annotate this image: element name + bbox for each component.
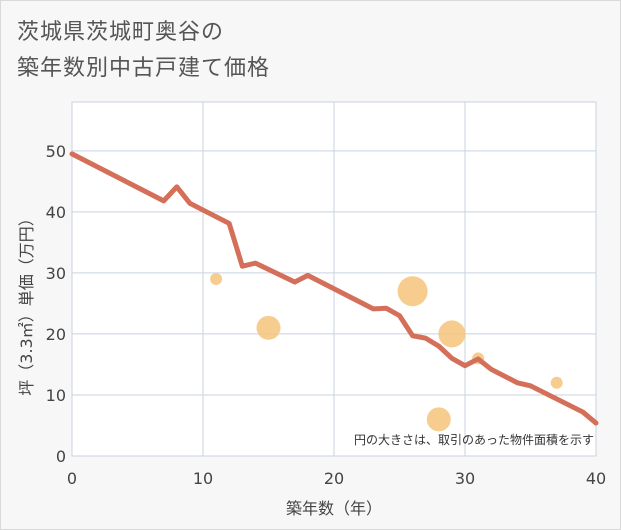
bubble-3 (438, 320, 466, 348)
y-tick-1: 10 (46, 386, 66, 405)
y-tick-labels: 0 10 20 30 40 50 (46, 142, 66, 466)
trend-line (69, 151, 599, 426)
bubble-6 (550, 376, 563, 389)
x-tick-2: 20 (324, 469, 344, 488)
y-tick-3: 30 (46, 264, 66, 283)
y-tick-5: 50 (46, 142, 66, 161)
x-tick-3: 30 (455, 469, 475, 488)
chart-title-line2: 築年数別中古戸建て価格 (17, 56, 271, 81)
y-tick-2: 20 (46, 325, 66, 344)
y-tick-0: 0 (56, 447, 66, 466)
bubble-series (210, 273, 563, 432)
bubble-2 (397, 276, 428, 307)
bubble-size-note: 円の大きさは、取引のあった物件面積を示す (354, 432, 594, 447)
bubble-1 (256, 315, 281, 340)
bubble-0 (210, 273, 223, 285)
chart-title-line1: 茨城県茨城町奥谷の (17, 20, 225, 45)
grid-lines (71, 102, 597, 457)
y-axis-label: 坪（3.3㎡）単価（万円） (17, 210, 36, 395)
x-tick-4: 40 (586, 469, 606, 488)
y-tick-4: 40 (46, 203, 66, 222)
x-axis-label: 築年数（年） (286, 499, 382, 518)
x-tick-0: 0 (67, 469, 77, 488)
x-tick-1: 10 (193, 469, 213, 488)
chart-title: 茨城県茨城町奥谷の 築年数別中古戸建て価格 (17, 15, 270, 87)
x-tick-labels: 0 10 20 30 40 (67, 469, 606, 488)
bubble-4 (426, 407, 451, 432)
